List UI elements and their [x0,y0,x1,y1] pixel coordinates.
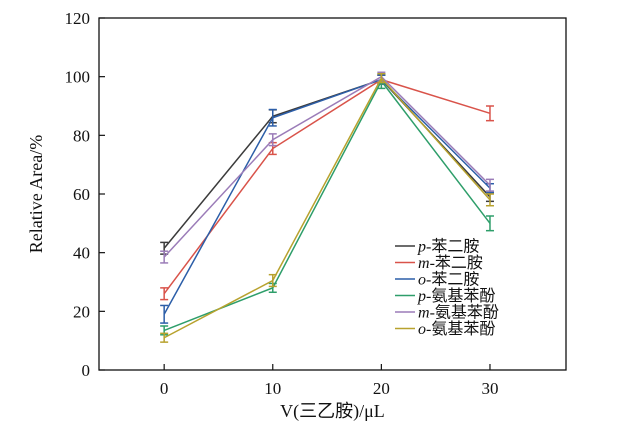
data-point-error-bar [160,250,169,264]
data-point-error-bar [485,178,494,192]
data-point-error-bar [485,215,494,232]
y-axis-title: Relative Area/% [26,135,46,253]
y-tick-label: 100 [65,68,91,87]
data-point-error-bar [160,304,169,324]
legend-label: o-苯二胺 [418,271,479,289]
y-tick-label: 0 [82,361,91,380]
data-point-error-bar [485,193,494,207]
series-line [163,78,491,315]
data-point-error-bar [160,287,169,301]
legend-item: o-苯二胺 [395,271,479,289]
series-line [163,75,491,258]
data-point-error-bar [268,133,277,147]
x-tick-label: 0 [160,379,169,398]
data-point-error-bar [268,108,277,127]
series-0 [160,74,494,255]
y-tick-label: 80 [73,126,90,145]
y-tick-label: 20 [73,302,90,321]
legend-label: m-苯二胺 [418,254,483,272]
ticks-layer: 0 20 40 60 80 100 120 0 10 20 30 [65,9,499,398]
x-tick-label: 20 [373,379,390,398]
legend-item: o-氨基苯酚 [395,320,495,338]
legend-item: p-氨基苯酚 [395,287,495,305]
series-4 [160,71,494,264]
x-tick-label: 10 [264,379,281,398]
legend-label: m-氨基苯酚 [418,304,499,322]
series-line [163,76,491,339]
legend-item: m-氨基苯酚 [395,304,499,322]
x-tick-label: 30 [481,379,498,398]
series-5 [160,72,494,343]
legend-item: m-苯二胺 [395,254,483,272]
legend-label: p-氨基苯酚 [417,287,495,305]
series-line [163,78,491,249]
legend-item: p-苯二胺 [395,238,479,256]
y-tick-label: 120 [65,9,91,28]
y-tick-label: 60 [73,185,90,204]
legend-label: p-苯二胺 [417,238,479,256]
series-layer [160,71,494,343]
series-line [163,78,491,295]
data-point-error-bar [485,105,494,122]
data-point-error-bar [268,273,277,288]
x-axis-title: V(三乙胺)/μL [280,401,385,422]
y-tick-label: 40 [73,244,90,263]
data-point-error-bar [160,332,169,343]
data-point-error-bar [377,72,386,84]
legend-label: o-氨基苯酚 [418,320,495,338]
